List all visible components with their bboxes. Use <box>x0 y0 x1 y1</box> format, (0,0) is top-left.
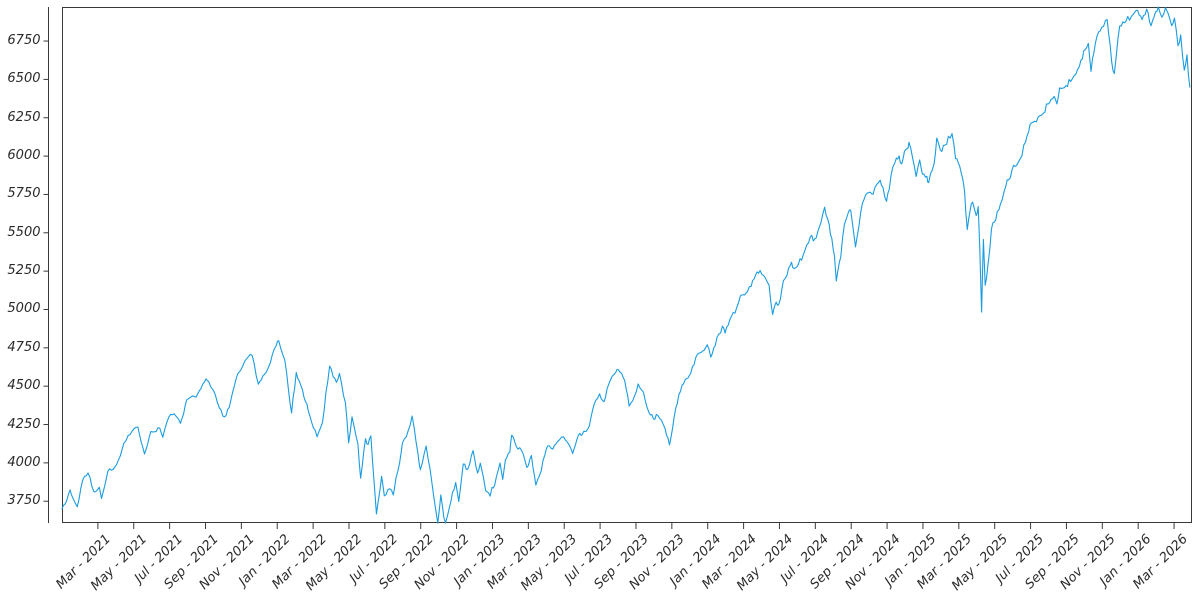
y-tick-label: 5750 <box>7 186 41 202</box>
y-tick-label: 6000 <box>7 148 41 164</box>
y-tick-label: 5500 <box>7 224 41 240</box>
y-tick-label: 5250 <box>7 263 41 279</box>
plot-border <box>62 7 1192 523</box>
x-axis-ticks <box>97 523 1175 529</box>
y-tick-label: 4750 <box>7 339 41 355</box>
y-tick-label: 6500 <box>7 71 41 87</box>
y-tick-label: 4000 <box>7 454 41 470</box>
y-tick-label: 6750 <box>7 33 41 49</box>
y-tick-label: 3750 <box>7 493 41 509</box>
y-tick-label: 4500 <box>7 378 41 394</box>
y-axis-ticks <box>43 40 49 502</box>
y-tick-label: 4250 <box>7 416 41 432</box>
price-line-series <box>61 6 1191 524</box>
axes <box>43 7 1192 529</box>
y-tick-label: 5000 <box>7 301 41 317</box>
y-tick-label: 6250 <box>7 109 41 125</box>
